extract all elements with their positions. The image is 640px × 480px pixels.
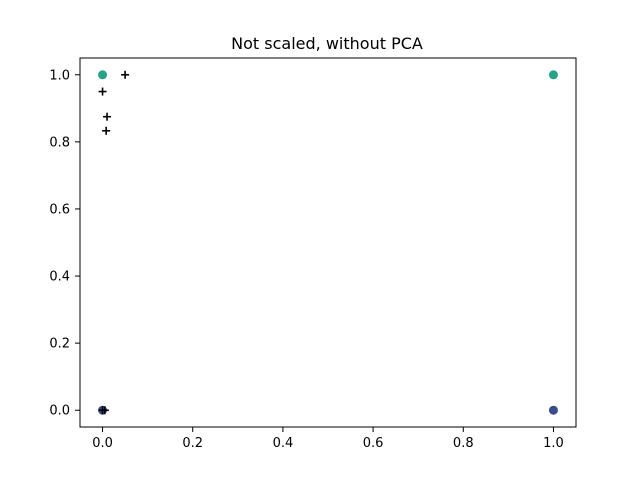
y-tick-label: 0.8 xyxy=(49,135,70,150)
y-tick-label: 0.2 xyxy=(49,337,70,352)
plus-marker xyxy=(98,87,107,96)
data-points xyxy=(98,70,558,415)
plus-marker xyxy=(103,112,112,121)
y-tick-label: 0.6 xyxy=(49,202,70,217)
x-tick-label: 0.8 xyxy=(453,436,474,451)
y-axis: 0.0 0.2 0.4 0.6 0.8 1.0 xyxy=(49,68,80,419)
x-tick-label: 1.0 xyxy=(543,436,564,451)
plus-marker xyxy=(100,406,109,415)
scatter-point xyxy=(548,405,558,415)
plus-marker xyxy=(121,70,130,79)
x-tick-label: 0.0 xyxy=(92,436,113,451)
y-tick-label: 0.4 xyxy=(49,270,70,285)
plus-marker xyxy=(102,126,111,135)
scatter-point xyxy=(548,70,558,80)
scatter-point xyxy=(98,70,108,80)
x-axis: 0.0 0.2 0.4 0.6 0.8 1.0 xyxy=(92,427,564,451)
x-tick-label: 0.4 xyxy=(273,436,294,451)
chart-title: Not scaled, without PCA xyxy=(231,34,423,53)
y-tick-label: 0.0 xyxy=(49,404,70,419)
x-tick-label: 0.2 xyxy=(182,436,203,451)
plot-area xyxy=(79,57,577,428)
x-tick-label: 0.6 xyxy=(363,436,384,451)
y-tick-label: 1.0 xyxy=(49,68,70,83)
